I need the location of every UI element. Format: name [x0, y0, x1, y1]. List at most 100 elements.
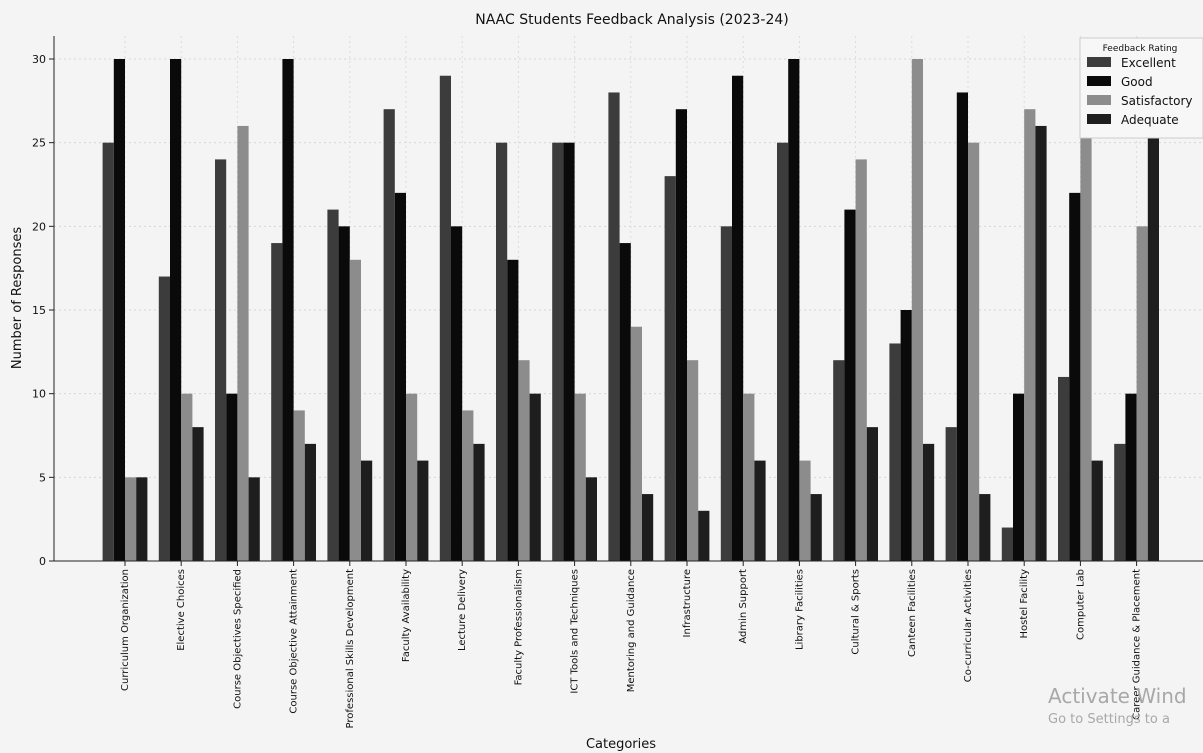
y-tick-label-5: 25	[32, 137, 46, 150]
x-tick-label-5: Faculty Availability	[401, 569, 412, 662]
y-tick-label-2: 10	[32, 388, 46, 401]
bar-satisfactory-17	[1080, 125, 1092, 561]
legend-label-satisfactory: Satisfactory	[1121, 94, 1193, 108]
x-tick-label-13: Cultural & Sports	[851, 569, 862, 655]
bar-satisfactory-12	[799, 460, 811, 561]
bar-good-17	[1069, 192, 1081, 561]
bar-excellent-0	[102, 142, 114, 561]
bar-adequate-6	[473, 443, 485, 561]
y-tick-label-1: 5	[39, 471, 46, 484]
bar-satisfactory-5	[406, 393, 418, 561]
bar-excellent-9	[608, 92, 620, 561]
x-tick-label-16: Hostel Facility	[1019, 569, 1030, 639]
x-ticks: Curriculum Organization Elective Choices C…	[120, 561, 1143, 728]
bar-good-11	[732, 75, 744, 561]
bar-good-12	[788, 59, 800, 561]
bar-satisfactory-8	[574, 393, 586, 561]
bar-good-1	[170, 59, 182, 561]
chart-title: NAAC Students Feedback Analysis (2023-24…	[475, 12, 789, 28]
bar-excellent-4	[327, 209, 339, 561]
x-tick-label-0: Curriculum Organization	[120, 569, 131, 691]
bar-adequate-9	[642, 494, 654, 561]
bar-satisfactory-4	[349, 259, 361, 561]
bar-adequate-0	[136, 477, 148, 561]
bar-excellent-15	[945, 427, 957, 561]
bar-good-15	[956, 92, 968, 561]
bar-satisfactory-14	[911, 59, 923, 561]
y-tick-label-3: 15	[32, 304, 46, 317]
bar-excellent-8	[552, 142, 564, 561]
bar-satisfactory-1	[181, 393, 193, 561]
bar-excellent-18	[1114, 443, 1126, 561]
bar-adequate-2	[248, 477, 260, 561]
bar-good-7	[507, 259, 519, 561]
bar-good-5	[394, 192, 406, 561]
bar-excellent-12	[777, 142, 789, 561]
y-tick-label-4: 20	[32, 220, 46, 233]
bar-satisfactory-15	[968, 142, 980, 561]
bar-adequate-17	[1091, 460, 1103, 561]
legend-swatch-excellent	[1087, 57, 1111, 67]
watermark-line1: Activate Wind	[1048, 684, 1187, 708]
bar-satisfactory-6	[462, 410, 474, 561]
legend-label-adequate: Adequate	[1121, 113, 1179, 127]
bar-adequate-10	[698, 510, 710, 561]
bar-adequate-3	[304, 443, 316, 561]
bar-good-3	[282, 59, 294, 561]
bar-good-18	[1125, 393, 1137, 561]
bar-satisfactory-7	[518, 360, 530, 561]
x-tick-label-17: Computer Lab	[1075, 569, 1086, 640]
legend-swatch-good	[1087, 76, 1111, 86]
watermark-line2: Go to Settings to a	[1048, 712, 1170, 727]
bar-satisfactory-18	[1136, 226, 1148, 562]
x-tick-label-4: Professional Skills Development	[345, 569, 356, 729]
bar-excellent-7	[496, 142, 508, 561]
bar-excellent-1	[158, 276, 170, 561]
legend-label-good: Good	[1121, 75, 1153, 89]
x-tick-label-14: Canteen Facilities	[907, 569, 918, 657]
legend-swatch-satisfactory	[1087, 95, 1111, 105]
bar-good-9	[619, 243, 631, 562]
bar-adequate-15	[979, 494, 991, 561]
bar-satisfactory-11	[743, 393, 755, 561]
bar-adequate-11	[754, 460, 766, 561]
bar-good-16	[1013, 393, 1025, 561]
bar-adequate-13	[866, 427, 878, 561]
y-axis-label: Number of Responses	[10, 227, 25, 369]
bar-excellent-2	[215, 159, 227, 561]
bar-satisfactory-9	[630, 326, 642, 561]
bar-excellent-3	[271, 243, 283, 562]
bar-excellent-13	[833, 360, 845, 561]
x-tick-label-10: Infrastructure	[682, 569, 693, 637]
bar-good-0	[113, 59, 125, 561]
bar-adequate-4	[361, 460, 373, 561]
x-tick-label-18: Career Guidance & Placement	[1132, 569, 1143, 720]
bar-adequate-18	[1147, 125, 1159, 561]
x-tick-label-7: Faculty Professionalism	[513, 569, 524, 685]
x-tick-label-8: ICT Tools and Techniques	[570, 569, 581, 694]
bar-adequate-16	[1035, 125, 1047, 561]
bar-excellent-17	[1058, 376, 1070, 561]
x-tick-label-1: Elective Choices	[176, 569, 187, 651]
x-tick-label-15: Co-curricular Activities	[963, 569, 974, 682]
bar-excellent-5	[383, 109, 395, 561]
bar-adequate-7	[529, 393, 541, 561]
bar-satisfactory-10	[687, 360, 699, 561]
x-tick-label-3: Course Objective Attainment	[289, 569, 300, 714]
bar-adequate-14	[923, 443, 935, 561]
bar-adequate-8	[585, 477, 597, 561]
bar-adequate-12	[810, 494, 822, 561]
bar-excellent-11	[720, 226, 732, 562]
x-tick-label-11: Admin Support	[738, 569, 749, 644]
bar-satisfactory-16	[1024, 109, 1036, 561]
bar-good-10	[675, 109, 687, 561]
x-tick-label-6: Lecture Delivery	[457, 569, 468, 651]
y-tick-label-6: 30	[32, 53, 46, 66]
bar-adequate-1	[192, 427, 204, 561]
bar-good-4	[338, 226, 350, 562]
legend-title: Feedback Rating	[1103, 44, 1178, 54]
bar-good-6	[451, 226, 463, 562]
activation-watermark: Activate Wind Go to Settings to a	[1048, 684, 1203, 744]
bar-satisfactory-13	[855, 159, 867, 561]
bar-good-13	[844, 209, 856, 561]
